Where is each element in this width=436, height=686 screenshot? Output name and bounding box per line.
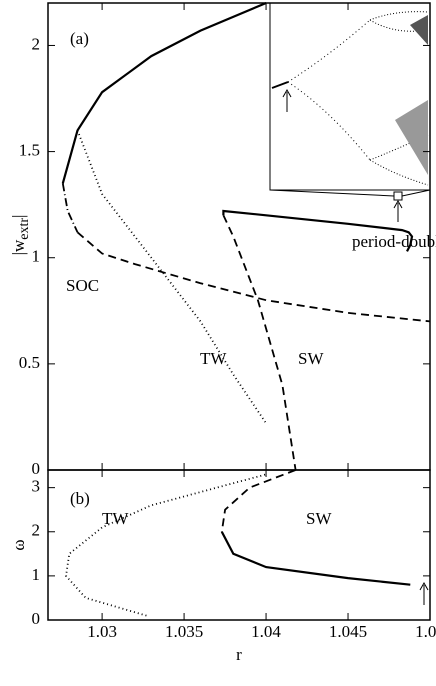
inset-frame (269, 2, 431, 191)
curve (220, 531, 411, 586)
y-tick-label: 2 (32, 521, 41, 540)
x-tick-label: 1.03 (87, 622, 117, 641)
curve (65, 473, 267, 617)
arrow (419, 581, 429, 605)
y-tick-label: 0 (32, 459, 41, 478)
x-axis-label: r (236, 645, 242, 664)
arrow (282, 88, 292, 112)
y-tick-label: 1.5 (19, 140, 40, 159)
x-tick-label: 1.04 (251, 622, 281, 641)
y-tick-label: 0 (32, 609, 41, 628)
curve (61, 1, 267, 184)
curve-label: TW (200, 349, 227, 368)
annotation: period-doubling (352, 232, 436, 251)
y-tick-label: 1 (32, 565, 41, 584)
curve (76, 231, 431, 323)
panel-label: (a) (70, 29, 89, 48)
curve-label: SW (306, 509, 332, 528)
y-tick-label: 1 (32, 247, 41, 266)
inset-branch (287, 19, 371, 161)
curve (222, 214, 297, 471)
y-axis-label: ω (9, 539, 28, 550)
x-tick-label: 1.045 (329, 622, 367, 641)
y-axis-label-part: ω (9, 539, 28, 550)
y-axis-label-part: | (9, 215, 28, 218)
plot-frame (47, 469, 431, 621)
x-tick-label: 1.035 (165, 622, 203, 641)
y-tick-label: 3 (32, 477, 41, 496)
panel-label: (b) (70, 489, 90, 508)
curve-label: TW (102, 509, 129, 528)
inset (269, 2, 431, 605)
y-tick-label: 0.5 (19, 353, 40, 372)
curve-label: SW (298, 349, 324, 368)
y-tick-label: 2 (32, 34, 41, 53)
y-axis-label: |wextr| (9, 215, 32, 256)
curve (222, 209, 414, 252)
arrow (393, 199, 403, 222)
inset-branch (271, 81, 289, 89)
inset-connector (269, 189, 395, 197)
chaotic-region (395, 100, 428, 175)
curve-label: SOC (66, 276, 99, 295)
chaotic-region (410, 15, 428, 45)
curve (220, 469, 296, 532)
inset-branch (369, 11, 429, 186)
y-axis-label-part: extr (17, 218, 32, 240)
inset-connector (401, 189, 431, 197)
curve (76, 130, 267, 424)
y-axis-label-part: |w (9, 239, 28, 255)
x-tick-label: 1.05 (415, 622, 436, 641)
